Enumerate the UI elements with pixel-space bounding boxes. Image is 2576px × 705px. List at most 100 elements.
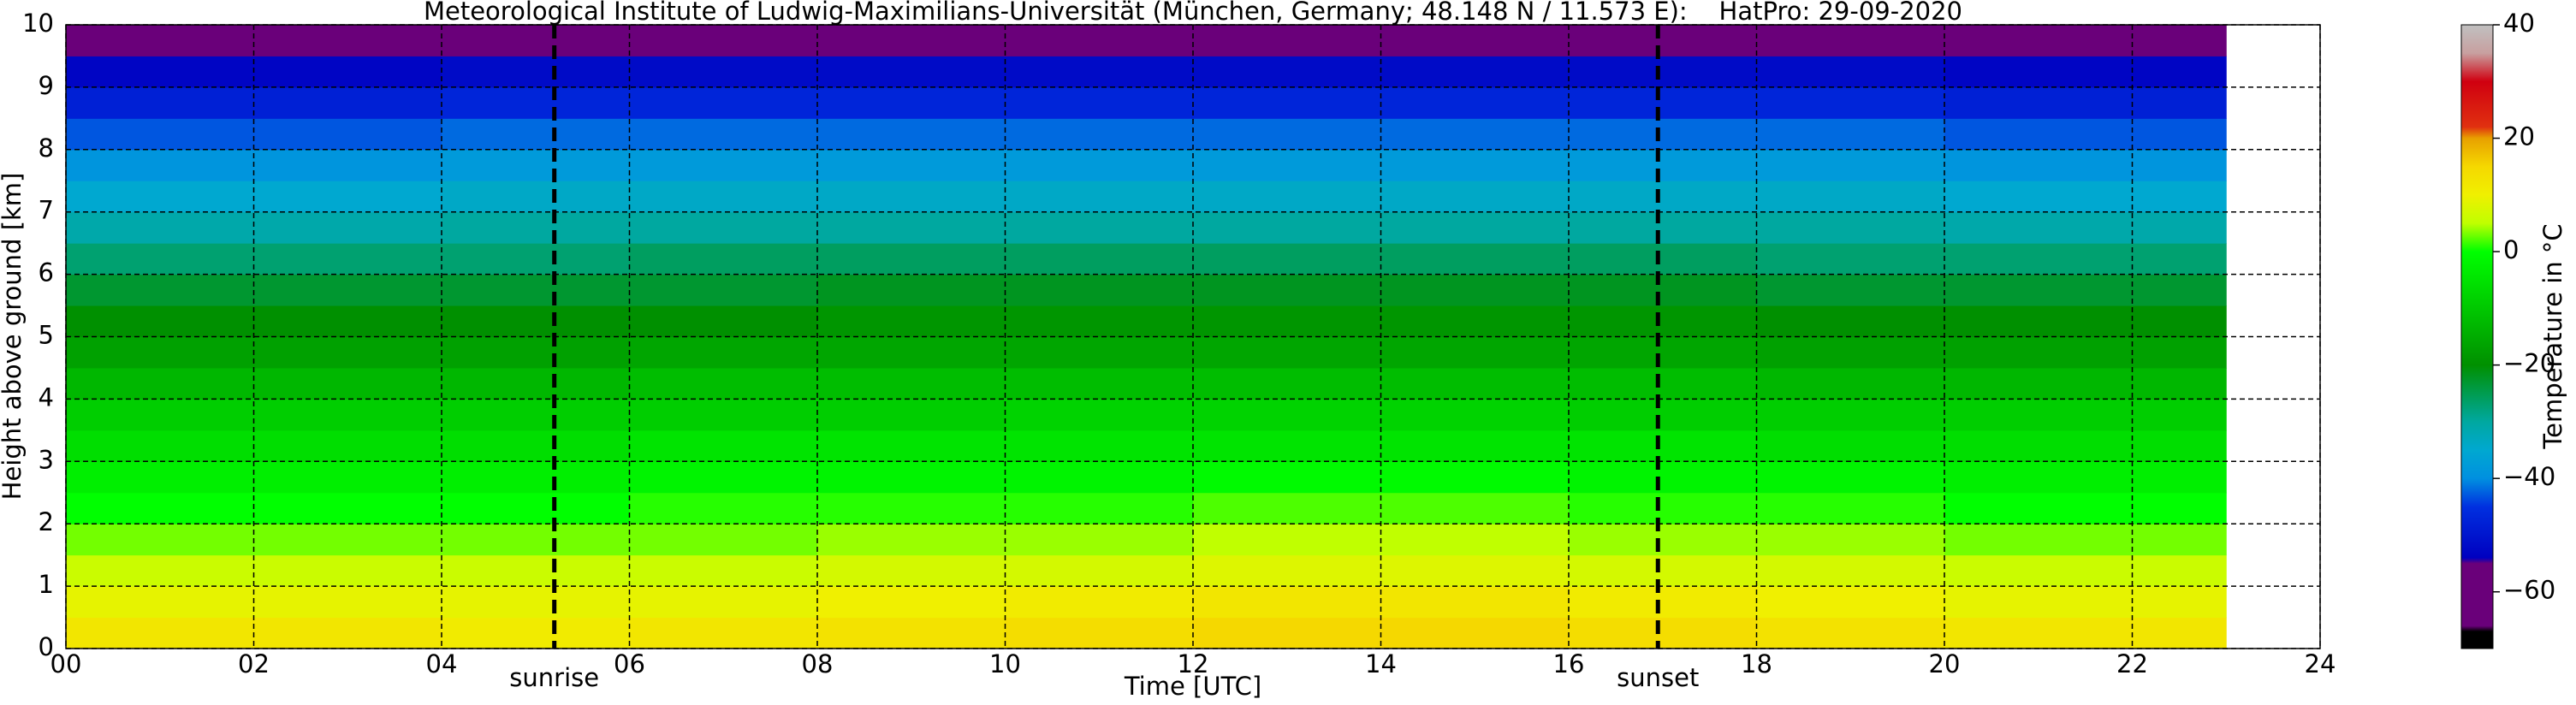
x-tick-label: 22	[2116, 649, 2148, 678]
heatmap-cell	[66, 367, 254, 400]
heatmap-cell	[66, 336, 254, 369]
heatmap-cell	[629, 399, 818, 431]
heatmap-cell	[629, 524, 818, 556]
x-tick-label: 20	[1929, 649, 1961, 678]
heatmap-cell	[1193, 336, 1381, 369]
x-tick-label: 04	[426, 649, 458, 678]
heatmap-cell	[1944, 305, 2133, 337]
heatmap-cell	[1380, 586, 1570, 619]
heatmap-cell	[1944, 399, 2133, 431]
heatmap-cell	[629, 617, 818, 649]
heatmap-cell	[1756, 492, 1945, 524]
heatmap-cell	[442, 181, 630, 213]
heatmap-cell	[629, 336, 818, 369]
heatmap-cell	[253, 492, 442, 524]
heatmap-cell	[442, 25, 630, 56]
heatmap-cell	[1193, 305, 1381, 337]
heatmap-cell	[1380, 336, 1570, 369]
heatmap-cell	[1756, 305, 1945, 337]
heatmap-cell	[253, 617, 442, 649]
y-tick-label: 1	[39, 570, 54, 599]
heatmap-cell	[1569, 399, 1757, 431]
heatmap-cell	[1569, 56, 1757, 88]
heatmap-cell	[66, 56, 254, 88]
heatmap-cell	[66, 118, 254, 151]
heatmap-cell	[1756, 211, 1945, 244]
heatmap-cell	[629, 554, 818, 587]
heatmap-cell	[817, 492, 1006, 524]
heatmap-cell	[1005, 86, 1194, 119]
heatmap-cell	[1569, 181, 1757, 213]
heatmap-cell	[1569, 86, 1757, 119]
heatmap-cell	[66, 274, 254, 306]
heatmap-cell	[442, 149, 630, 181]
heatmap-cell	[1569, 118, 1757, 151]
heatmap-cell	[629, 492, 818, 524]
heatmap-cell	[1756, 586, 1945, 619]
y-tick-label: 0	[39, 632, 54, 661]
y-tick-label: 5	[39, 321, 54, 350]
heatmap-cell	[629, 586, 818, 619]
heatmap-cell	[629, 305, 818, 337]
heatmap-cell	[1756, 243, 1945, 275]
heatmap-cell	[253, 86, 442, 119]
heatmap-cell	[1005, 305, 1194, 337]
heatmap-cell	[1193, 524, 1381, 556]
heatmap-cell	[1380, 211, 1570, 244]
heatmap-cell	[1380, 524, 1570, 556]
heatmap-cell	[2132, 586, 2227, 619]
heatmap-cell	[442, 399, 630, 431]
heatmap-cell	[253, 430, 442, 462]
heatmap-cell	[1569, 554, 1757, 587]
heatmap-cell	[1005, 274, 1194, 306]
heatmap-cell	[1380, 305, 1570, 337]
heatmap-cell	[817, 586, 1006, 619]
heatmap-cell	[442, 305, 630, 337]
heatmap-cell	[1005, 461, 1194, 494]
heatmap-cell	[1569, 617, 1757, 649]
heatmap-cell	[66, 586, 254, 619]
heatmap-cell	[1569, 492, 1757, 524]
heatmap-cell	[1380, 118, 1570, 151]
heatmap-cell	[1569, 243, 1757, 275]
heatmap-cell	[1569, 274, 1757, 306]
heatmap-cell	[66, 211, 254, 244]
heatmap-cell	[1193, 367, 1381, 400]
heatmap-cell	[2132, 56, 2227, 88]
x-tick-label: 16	[1553, 649, 1585, 678]
heatmap-cell	[1569, 430, 1757, 462]
heatmap-cell	[1944, 430, 2133, 462]
heatmap-cell	[1193, 399, 1381, 431]
heatmap-cell	[817, 149, 1006, 181]
heatmap-cell	[1756, 367, 1945, 400]
heatmap-cell	[1005, 149, 1194, 181]
x-tick-label: 12	[1178, 649, 1209, 678]
heatmap-cell	[2132, 181, 2227, 213]
heatmap-cell	[1380, 86, 1570, 119]
event-label: sunrise	[509, 663, 599, 692]
heatmap-cell	[817, 274, 1006, 306]
heatmap-cell	[66, 399, 254, 431]
chart-title: Meteorological Institute of Ludwig-Maxim…	[424, 0, 1962, 26]
heatmap-cell	[66, 492, 254, 524]
heatmap-cell	[1005, 586, 1194, 619]
plot-frame	[65, 24, 2321, 649]
heatmap-cell	[1005, 211, 1194, 244]
heatmap-cell	[1569, 586, 1757, 619]
heatmap-cell	[253, 56, 442, 88]
heatmap-cell	[2132, 211, 2227, 244]
heatmap-cell	[253, 211, 442, 244]
heatmap-cell	[1380, 181, 1570, 213]
heatmap-cell	[1193, 243, 1381, 275]
heatmap-cell	[2132, 243, 2227, 275]
x-tick-label: 00	[50, 649, 82, 678]
heatmap-cell	[66, 554, 254, 587]
heatmap-cell	[817, 336, 1006, 369]
heatmap-cell	[1756, 274, 1945, 306]
heatmap-cell	[253, 149, 442, 181]
heatmap-cell	[629, 367, 818, 400]
heatmap-cell	[1380, 617, 1570, 649]
heatmap-cell	[442, 336, 630, 369]
heatmap-cell	[1193, 181, 1381, 213]
colorbar-tick-label: 40	[2503, 9, 2535, 38]
